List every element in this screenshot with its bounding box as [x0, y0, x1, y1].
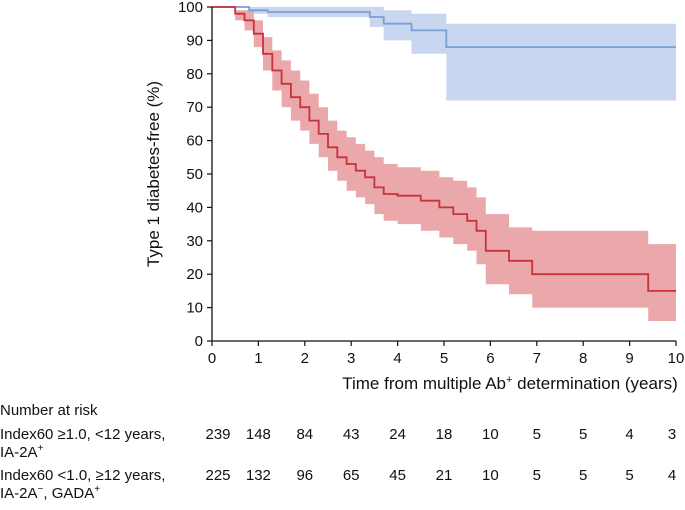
risk-count: 5 — [579, 467, 588, 484]
risk-count: 5 — [532, 467, 541, 484]
x-tick-label: 1 — [254, 350, 262, 367]
x-tick-label: 2 — [301, 350, 309, 367]
risk-count: 5 — [625, 467, 634, 484]
risk-count: 18 — [435, 426, 453, 443]
x-tick-label: 6 — [486, 350, 494, 367]
y-tick-label: 0 — [195, 333, 203, 350]
x-tick-label: 5 — [440, 350, 448, 367]
y-tick-label: 60 — [186, 133, 203, 150]
risk-row-2-label-line2: IA-2A−, GADA+ — [0, 484, 101, 503]
risk-count: 148 — [245, 426, 271, 443]
x-tick-label: 7 — [533, 350, 541, 367]
y-tick-label: 70 — [186, 99, 203, 116]
risk-row-1-label-line1: Index60 ≥1.0, <12 years, — [0, 426, 166, 443]
risk-row-2-label-line1: Index60 <1.0, ≥12 years, — [0, 467, 166, 484]
y-tick-label: 10 — [186, 300, 203, 317]
x-axis-label: Time from multiple Ab+ determination (ye… — [342, 374, 678, 393]
risk-count: 24 — [389, 426, 406, 443]
risk-count: 45 — [389, 467, 406, 484]
survival-curves — [212, 6, 676, 292]
y-tick-label: 50 — [186, 166, 203, 183]
km-curve-series-2 — [212, 6, 676, 292]
risk-count: 4 — [625, 426, 634, 443]
risk-count: 21 — [435, 467, 453, 484]
x-tick-label: 8 — [579, 350, 587, 367]
y-ticks: 0 10 20 30 40 50 60 70 80 90 100 — [178, 0, 212, 350]
risk-count: 3 — [667, 426, 677, 443]
risk-count: 10 — [482, 426, 499, 443]
risk-count: 4 — [667, 467, 677, 484]
risk-count: 5 — [532, 426, 541, 443]
x-tick-label: 4 — [393, 350, 401, 367]
y-tick-label: 40 — [186, 199, 203, 216]
risk-count: 96 — [296, 467, 314, 484]
risk-count: 84 — [296, 426, 314, 443]
x-tick-label: 0 — [208, 350, 216, 367]
km-chart: 0 10 20 30 40 50 60 70 80 90 100 0 1 2 3 4 5 6 7 8 9 10 Type… — [144, 0, 685, 393]
risk-table-title: Number at risk — [0, 402, 98, 419]
risk-count: 239 — [205, 426, 231, 443]
risk-row-1-label-line2: IA-2A+ — [0, 443, 44, 462]
y-tick-label: 20 — [186, 266, 203, 283]
risk-count: 132 — [245, 467, 271, 484]
risk-count: 5 — [579, 426, 588, 443]
x-tick-label: 9 — [625, 350, 633, 367]
y-axis-label: Type 1 diabetes-free (%) — [144, 81, 163, 267]
y-tick-label: 80 — [186, 66, 203, 83]
risk-count: 225 — [205, 467, 231, 484]
km-curve-series-1 — [212, 6, 676, 48]
y-tick-label: 30 — [186, 233, 203, 250]
risk-count: 65 — [342, 467, 360, 484]
x-ticks: 0 1 2 3 4 5 6 7 8 9 10 — [208, 341, 685, 367]
risk-count: 43 — [342, 426, 360, 443]
y-tick-label: 90 — [186, 32, 203, 49]
confidence-bands — [212, 7, 676, 321]
risk-count: 10 — [482, 467, 499, 484]
ci-band-series-1 — [212, 7, 676, 101]
x-tick-label: 10 — [668, 350, 685, 367]
x-tick-label: 3 — [347, 350, 355, 367]
ci-band-series-2 — [212, 7, 676, 321]
y-tick-label: 100 — [178, 0, 203, 16]
